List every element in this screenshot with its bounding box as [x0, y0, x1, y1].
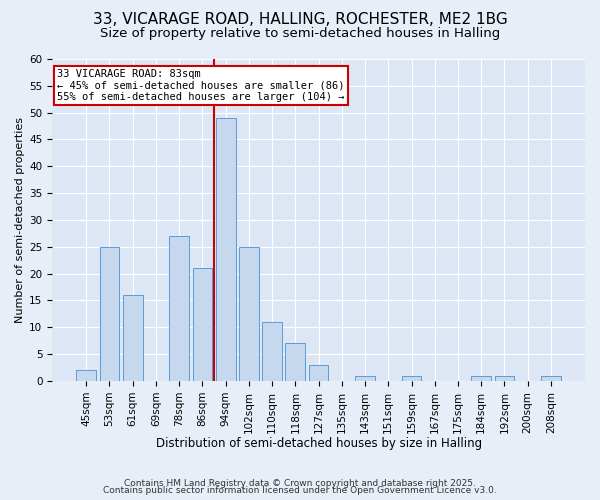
Bar — [308, 365, 328, 381]
Text: 33 VICARAGE ROAD: 83sqm
← 45% of semi-detached houses are smaller (86)
55% of se: 33 VICARAGE ROAD: 83sqm ← 45% of semi-de… — [58, 68, 345, 102]
Text: Contains HM Land Registry data © Crown copyright and database right 2025.: Contains HM Land Registry data © Crown c… — [124, 478, 476, 488]
Bar — [286, 344, 305, 381]
Text: Size of property relative to semi-detached houses in Halling: Size of property relative to semi-detach… — [100, 28, 500, 40]
X-axis label: Distribution of semi-detached houses by size in Halling: Distribution of semi-detached houses by … — [155, 437, 482, 450]
Text: Contains public sector information licensed under the Open Government Licence v3: Contains public sector information licen… — [103, 486, 497, 495]
Bar — [216, 118, 236, 381]
Bar — [262, 322, 282, 381]
Bar — [193, 268, 212, 381]
Bar — [541, 376, 561, 381]
Bar — [100, 247, 119, 381]
Bar — [355, 376, 375, 381]
Bar — [494, 376, 514, 381]
Bar — [239, 247, 259, 381]
Bar — [76, 370, 96, 381]
Y-axis label: Number of semi-detached properties: Number of semi-detached properties — [15, 117, 25, 323]
Bar — [401, 376, 421, 381]
Bar — [169, 236, 189, 381]
Text: 33, VICARAGE ROAD, HALLING, ROCHESTER, ME2 1BG: 33, VICARAGE ROAD, HALLING, ROCHESTER, M… — [92, 12, 508, 28]
Bar — [472, 376, 491, 381]
Bar — [123, 295, 143, 381]
